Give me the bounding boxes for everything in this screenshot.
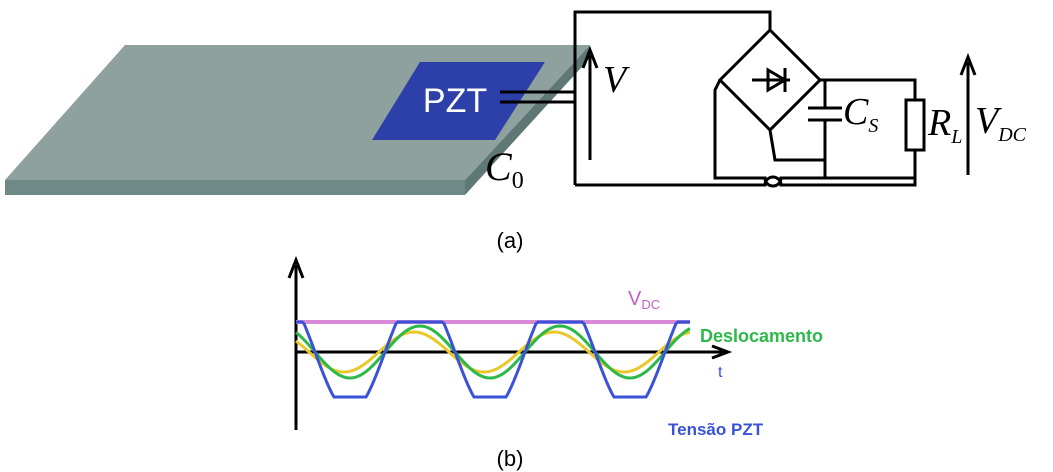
displacement-label: Deslocamento	[700, 326, 823, 346]
pzt-voltage-wave	[296, 322, 690, 397]
pzt-label: PZT	[423, 82, 487, 120]
pzt-voltage-label: Tensão PZT	[668, 420, 764, 439]
vdc-label: VDC	[628, 288, 660, 312]
vdc-sub: DC	[641, 297, 660, 312]
plot-axes	[289, 260, 728, 430]
time-axis-label: t	[718, 364, 723, 381]
circuit	[500, 12, 975, 186]
load-base: R	[927, 102, 951, 144]
load-sub: L	[950, 126, 962, 148]
storage-cap-label: CS	[843, 91, 878, 137]
capacitance-sub: 0	[512, 168, 524, 194]
page: PZT V C0 CS RL VDC (a) VDC Deslocamento …	[0, 0, 1053, 472]
load-label: RL	[927, 102, 962, 148]
capacitance-label: C0	[485, 144, 524, 194]
caption-b: (b)	[497, 446, 524, 471]
voltage-label: V	[603, 59, 630, 101]
capacitance-base: C	[485, 144, 513, 189]
vdc-base: V	[628, 288, 642, 310]
figure: PZT V C0 CS RL VDC (a) VDC Deslocamento …	[0, 0, 1053, 472]
storage-cap-base: C	[843, 91, 869, 133]
output-label: VDC	[975, 100, 1027, 146]
caption-a: (a)	[497, 228, 524, 253]
output-sub: DC	[997, 124, 1026, 146]
storage-cap-sub: S	[868, 115, 878, 137]
